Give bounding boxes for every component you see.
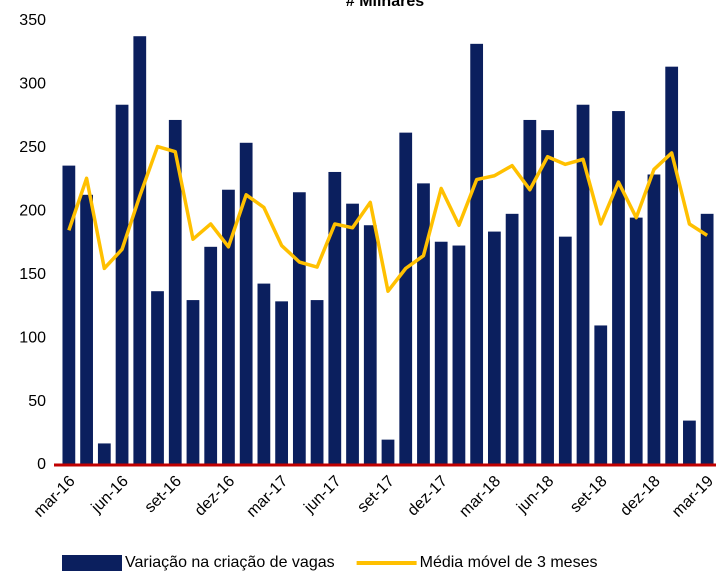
bar bbox=[576, 104, 590, 466]
bar bbox=[434, 241, 448, 465]
y-tick-label: 150 bbox=[19, 266, 46, 283]
bar bbox=[363, 225, 377, 465]
bar bbox=[523, 119, 537, 465]
bar bbox=[292, 192, 306, 465]
chart-title: # Milhares bbox=[346, 0, 424, 10]
bar bbox=[151, 291, 164, 465]
bar bbox=[612, 111, 625, 465]
bar bbox=[647, 174, 661, 466]
line bbox=[67, 144, 709, 293]
bar bbox=[683, 420, 696, 465]
y-tick-label: 200 bbox=[19, 203, 46, 220]
x-tick-label: dez-16 bbox=[192, 473, 239, 520]
x-tick-label: dez-18 bbox=[617, 473, 664, 520]
x-tick-label: mar-19 bbox=[669, 473, 716, 521]
bar bbox=[505, 213, 519, 465]
bar bbox=[239, 142, 253, 466]
x-tick-label: mar-18 bbox=[456, 473, 504, 521]
bar bbox=[470, 43, 484, 465]
x-tick-label: set-16 bbox=[142, 473, 186, 517]
y-tick-label: 0 bbox=[37, 456, 46, 473]
x-tick-label: mar-16 bbox=[31, 473, 79, 521]
bar bbox=[399, 132, 413, 466]
bar bbox=[133, 36, 147, 465]
bar bbox=[310, 300, 324, 465]
bar bbox=[665, 66, 679, 465]
y-tick-label: 300 bbox=[19, 76, 46, 93]
bar bbox=[381, 439, 395, 465]
x-tick-label: dez-17 bbox=[404, 473, 451, 520]
bar bbox=[115, 104, 129, 466]
bar bbox=[417, 183, 430, 465]
bar bbox=[541, 130, 554, 465]
bar bbox=[487, 231, 501, 465]
bar bbox=[629, 217, 643, 465]
x-tick-label: mar-17 bbox=[244, 473, 292, 521]
y-tick-label: 100 bbox=[19, 329, 46, 346]
legend-swatch bbox=[62, 555, 122, 571]
y-tick-label: 250 bbox=[19, 139, 46, 156]
bar bbox=[186, 300, 200, 465]
bar bbox=[452, 245, 466, 465]
bar bbox=[168, 119, 182, 465]
bar bbox=[700, 213, 714, 465]
x-tick-label: jun-18 bbox=[513, 473, 557, 517]
bar bbox=[204, 246, 218, 465]
bar bbox=[222, 189, 235, 465]
x-tick-label: jun-17 bbox=[300, 473, 344, 517]
bar bbox=[62, 165, 76, 466]
bar bbox=[275, 301, 289, 465]
bar bbox=[328, 171, 342, 465]
legend-label: Média móvel de 3 meses bbox=[420, 554, 598, 571]
x-tick-label: set-18 bbox=[567, 473, 611, 517]
bar bbox=[80, 194, 93, 465]
bar bbox=[346, 203, 359, 465]
legend-label: Variação na criação de vagas bbox=[125, 554, 335, 571]
x-tick-label: set-17 bbox=[354, 473, 398, 517]
bar bbox=[594, 325, 608, 465]
bar bbox=[97, 443, 111, 465]
bar bbox=[257, 283, 271, 465]
y-tick-label: 50 bbox=[28, 393, 46, 410]
bar bbox=[558, 236, 572, 465]
y-tick-label: 350 bbox=[19, 12, 46, 29]
x-tick-label: jun-16 bbox=[88, 473, 132, 517]
